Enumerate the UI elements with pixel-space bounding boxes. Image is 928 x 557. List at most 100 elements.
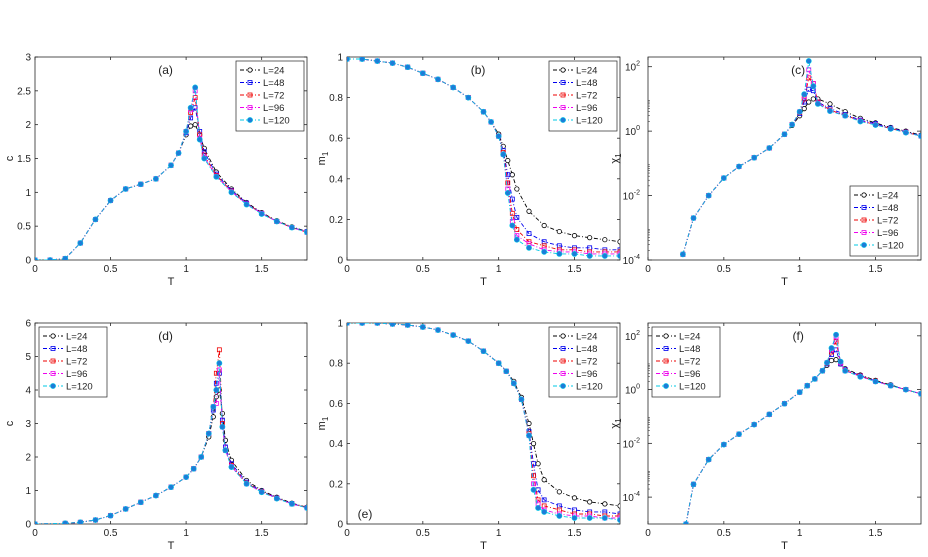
data-point bbox=[602, 237, 608, 243]
data-point bbox=[505, 157, 511, 164]
legend-label: L=48 bbox=[263, 78, 284, 89]
legend-label: L=120 bbox=[679, 382, 706, 393]
data-point bbox=[530, 486, 537, 493]
data-point bbox=[796, 108, 803, 115]
data-point bbox=[828, 345, 835, 351]
y-tick-label: 102 bbox=[625, 330, 640, 343]
x-tick-label: 1.5 bbox=[568, 528, 582, 539]
legend-label: L=72 bbox=[679, 357, 700, 368]
data-point bbox=[535, 505, 541, 511]
data-point bbox=[705, 192, 712, 199]
legend-label: L=96 bbox=[263, 103, 284, 114]
data-point bbox=[705, 456, 712, 463]
legend-label: L=24 bbox=[576, 332, 597, 343]
data-point bbox=[751, 421, 758, 428]
legend: L=24L=48 L=72L=96 L=120 bbox=[548, 60, 618, 132]
y-tick-label: 0.4 bbox=[329, 174, 343, 185]
panel-c: 0 0.5 1 1.5 T 10-4 10-2 100 102 χ1 (c) L=24L=48 L=72… bbox=[609, 56, 922, 288]
y-tick-label: 3 bbox=[25, 53, 31, 64]
legend-label: L=48 bbox=[66, 344, 87, 355]
data-point bbox=[304, 229, 307, 236]
data-point bbox=[183, 474, 190, 480]
data-point bbox=[810, 96, 816, 102]
data-point bbox=[47, 257, 54, 260]
y-tick-label: 5 bbox=[25, 352, 31, 363]
legend: L=24L=48 L=72L=96 L=120 bbox=[849, 185, 919, 257]
data-point bbox=[404, 323, 411, 328]
data-point bbox=[833, 331, 839, 338]
data-point bbox=[389, 60, 396, 66]
x-axis-label: T bbox=[781, 540, 788, 552]
data-point bbox=[857, 118, 864, 125]
data-point bbox=[183, 128, 190, 135]
data-point bbox=[796, 389, 803, 396]
data-point bbox=[556, 489, 562, 495]
panel-label: (d) bbox=[158, 329, 173, 343]
legend-marker bbox=[560, 117, 566, 123]
series-line-L=96 bbox=[682, 69, 921, 255]
legend-label: L=120 bbox=[263, 116, 290, 127]
data-point bbox=[359, 57, 366, 62]
y-tick-label: 0.4 bbox=[329, 439, 343, 450]
y-tick-label: 0.5 bbox=[17, 222, 31, 233]
y-tick-label: 0.6 bbox=[329, 134, 343, 145]
data-point bbox=[213, 394, 219, 400]
data-point bbox=[168, 484, 174, 491]
data-point bbox=[509, 222, 516, 229]
y-tick-label: 100 bbox=[625, 125, 640, 138]
data-point bbox=[122, 186, 129, 192]
data-point bbox=[806, 67, 812, 73]
y-tick-label: 0.8 bbox=[329, 359, 343, 370]
data-point bbox=[122, 506, 129, 512]
data-point bbox=[902, 129, 909, 136]
data-point bbox=[617, 239, 620, 245]
x-tick-label: 0 bbox=[645, 264, 651, 275]
series-line-L=48 bbox=[682, 88, 921, 255]
legend-marker bbox=[560, 80, 566, 85]
x-tick-label: 1.5 bbox=[869, 264, 883, 275]
legend-marker bbox=[560, 346, 566, 351]
y-tick-label: 1 bbox=[337, 319, 343, 330]
panel-b: 0 0.5 1 1.5 T 0 0.2 0.4 0.6 0.8 1 m1 (b) L=24L=48 L=72… bbox=[316, 53, 621, 288]
x-axis-label: T bbox=[781, 276, 788, 288]
legend-label: L=96 bbox=[576, 103, 597, 114]
data-point bbox=[586, 253, 593, 259]
panel-label: (f) bbox=[792, 329, 803, 343]
data-point bbox=[720, 441, 727, 448]
legend-label: L=24 bbox=[263, 66, 284, 77]
data-point bbox=[258, 211, 265, 217]
legend-marker bbox=[50, 371, 56, 376]
x-tick-label: 0.5 bbox=[717, 264, 731, 275]
x-axis-label: T bbox=[168, 540, 175, 552]
data-point bbox=[827, 101, 833, 107]
legend-marker bbox=[560, 92, 566, 98]
x-tick-label: 0.5 bbox=[717, 528, 731, 539]
legend-label: L=96 bbox=[66, 369, 87, 380]
x-tick-label: 1 bbox=[183, 528, 189, 539]
x-tick-label: 0 bbox=[645, 528, 651, 539]
data-point bbox=[902, 386, 909, 393]
x-tick-label: 1.5 bbox=[568, 264, 582, 275]
legend-marker bbox=[861, 230, 867, 235]
legend-marker bbox=[50, 383, 56, 389]
y-tick-label: 0.6 bbox=[329, 399, 343, 410]
panel-label: (a) bbox=[158, 63, 173, 77]
legend-marker bbox=[861, 192, 867, 198]
data-point bbox=[690, 481, 697, 488]
data-point bbox=[810, 83, 817, 89]
y-axis-label: m1 bbox=[316, 151, 330, 165]
data-point bbox=[526, 432, 532, 439]
data-point bbox=[833, 357, 839, 363]
data-point bbox=[602, 501, 608, 507]
data-point bbox=[828, 357, 835, 364]
y-axis-label: c bbox=[4, 420, 16, 426]
data-point bbox=[465, 94, 472, 101]
data-point bbox=[62, 520, 69, 524]
data-point bbox=[837, 358, 844, 365]
y-tick-label: 100 bbox=[625, 384, 640, 397]
data-point bbox=[480, 348, 487, 355]
x-tick-label: 1 bbox=[496, 528, 502, 539]
data-point bbox=[736, 431, 742, 438]
data-point bbox=[210, 403, 217, 410]
